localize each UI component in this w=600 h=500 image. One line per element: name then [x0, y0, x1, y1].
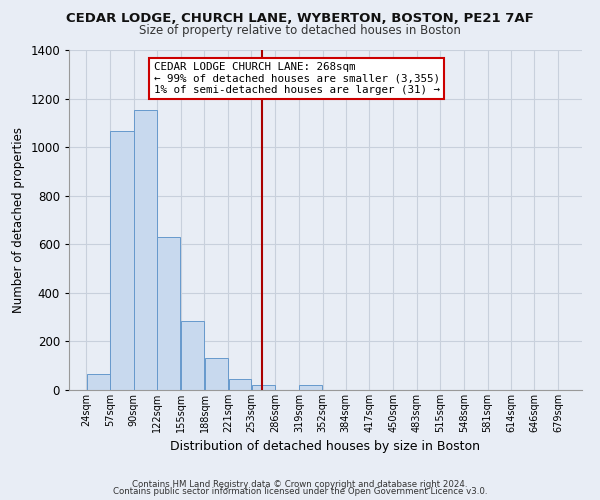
Bar	[229, 378, 251, 390]
X-axis label: Distribution of detached houses by size in Boston: Distribution of detached houses by size …	[170, 440, 481, 454]
Text: CEDAR LODGE CHURCH LANE: 268sqm
← 99% of detached houses are smaller (3,355)
1% : CEDAR LODGE CHURCH LANE: 268sqm ← 99% of…	[154, 62, 440, 95]
Bar	[110, 132, 134, 390]
Bar	[205, 358, 228, 390]
Text: Contains HM Land Registry data © Crown copyright and database right 2024.: Contains HM Land Registry data © Crown c…	[132, 480, 468, 489]
Bar	[299, 385, 322, 390]
Text: CEDAR LODGE, CHURCH LANE, WYBERTON, BOSTON, PE21 7AF: CEDAR LODGE, CHURCH LANE, WYBERTON, BOST…	[66, 12, 534, 26]
Bar	[251, 385, 275, 390]
Bar	[181, 321, 204, 390]
Text: Contains public sector information licensed under the Open Government Licence v3: Contains public sector information licen…	[113, 488, 487, 496]
Bar	[157, 237, 181, 390]
Bar	[134, 110, 157, 390]
Bar	[86, 374, 110, 390]
Text: Size of property relative to detached houses in Boston: Size of property relative to detached ho…	[139, 24, 461, 37]
Y-axis label: Number of detached properties: Number of detached properties	[11, 127, 25, 313]
